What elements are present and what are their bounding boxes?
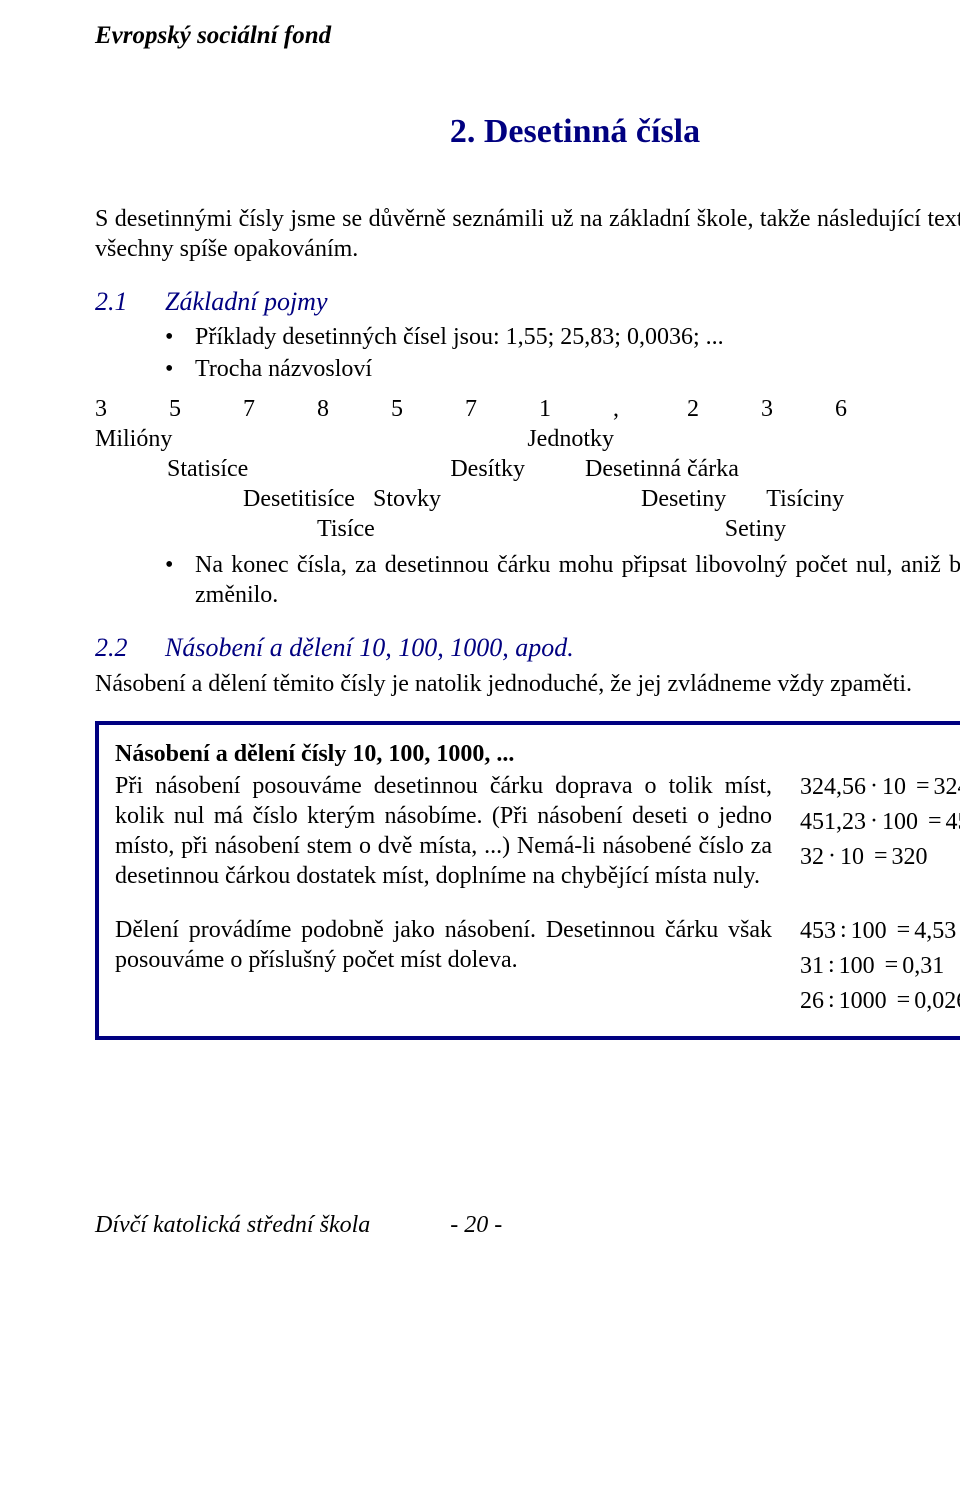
section-title: Základní pojmy (165, 286, 328, 319)
bullet-item: Na konec čísla, za desetinnou čárku mohu… (165, 550, 960, 610)
pv-jednotky: Jednotky (527, 424, 614, 454)
math-example: 324,56·10 =3245,6 (800, 771, 960, 802)
digit: 7 (243, 394, 317, 424)
page-footer: Dívčí katolická střední škola - 20 - (95, 1210, 960, 1240)
pv-tisiciny: Tisíciny (766, 484, 844, 514)
chapter-title: 2. Desetinná čísla (95, 111, 960, 154)
pv-desetitisice: Desetitisíce (243, 484, 355, 514)
math-example: 31:100 =0,31 (800, 950, 960, 981)
digit: 6 (835, 394, 909, 424)
section-2-1-bullets: Příklady desetinných čísel jsou: 1,55; 2… (95, 322, 960, 384)
pv-miliony: Milióny (95, 424, 172, 454)
digit: 3 (761, 394, 835, 424)
box-title: Násobení a dělení čísly 10, 100, 1000, .… (115, 739, 960, 769)
box-divide-text: Dělení provádíme podobně jako násobení. … (115, 915, 772, 975)
section-title: Násobení a dělení 10, 100, 1000, apod. (165, 632, 574, 665)
digit: 8 (317, 394, 391, 424)
section-2-1-heading: 2.1 Základní pojmy (95, 286, 960, 319)
digit: 1 (539, 394, 613, 424)
section-number: 2.2 (95, 632, 165, 665)
pv-stovky: Stovky (373, 484, 441, 514)
box-multiply-examples: 324,56·10 =3245,6 451,23·100 =45123 32·1… (800, 771, 960, 891)
pv-desetinna-carka: Desetinná čárka (585, 454, 739, 484)
place-value-labels: Milióny Jednotky Statisíce Desítky Deset… (95, 424, 960, 544)
footer-school: Dívčí katolická střední škola (95, 1210, 370, 1240)
bullet-item: Příklady desetinných čísel jsou: 1,55; 2… (165, 322, 960, 352)
digit: 7 (465, 394, 539, 424)
digit-comma: , (613, 394, 687, 424)
section-number: 2.1 (95, 286, 165, 319)
digit: 5 (391, 394, 465, 424)
digit: 3 (95, 394, 169, 424)
box-multiply-text: Při násobení posouváme desetinnou čárku … (115, 771, 772, 891)
math-example: 26:1000 =0,026 (800, 985, 960, 1016)
bullet-item: Trocha názvosloví (165, 354, 960, 384)
pv-desetiny: Desetiny (641, 484, 726, 514)
intro-paragraph: S desetinnými čísly jsme se důvěrně sezn… (95, 204, 960, 264)
math-example: 451,23·100 =45123 (800, 806, 960, 837)
pv-setiny: Setiny (725, 514, 786, 544)
section-2-1-note: Na konec čísla, za desetinnou čárku mohu… (95, 550, 960, 610)
box-divide-examples: 453:100 =4,53 31:100 =0,31 26:1000 =0,02… (800, 915, 960, 1020)
section-2-2-text: Násobení a dělení těmito čísly je natoli… (95, 669, 960, 699)
math-example: 453:100 =4,53 (800, 915, 960, 946)
math-example: 32·10 =320 (800, 841, 960, 872)
digit: 5 (169, 394, 243, 424)
footer-page-number: - 20 - (450, 1210, 502, 1240)
pv-tisice: Tisíce (317, 514, 375, 544)
place-value-digits: 3 5 7 8 5 7 1 , 2 3 6 (95, 394, 960, 424)
pv-desitky: Desítky (450, 454, 525, 484)
rules-box: Násobení a dělení čísly 10, 100, 1000, .… (95, 721, 960, 1040)
page-header-fund: Evropský sociální fond (95, 20, 960, 51)
digit: 2 (687, 394, 761, 424)
section-2-2-heading: 2.2 Násobení a dělení 10, 100, 1000, apo… (95, 632, 960, 665)
pv-statisice: Statisíce (167, 454, 248, 484)
